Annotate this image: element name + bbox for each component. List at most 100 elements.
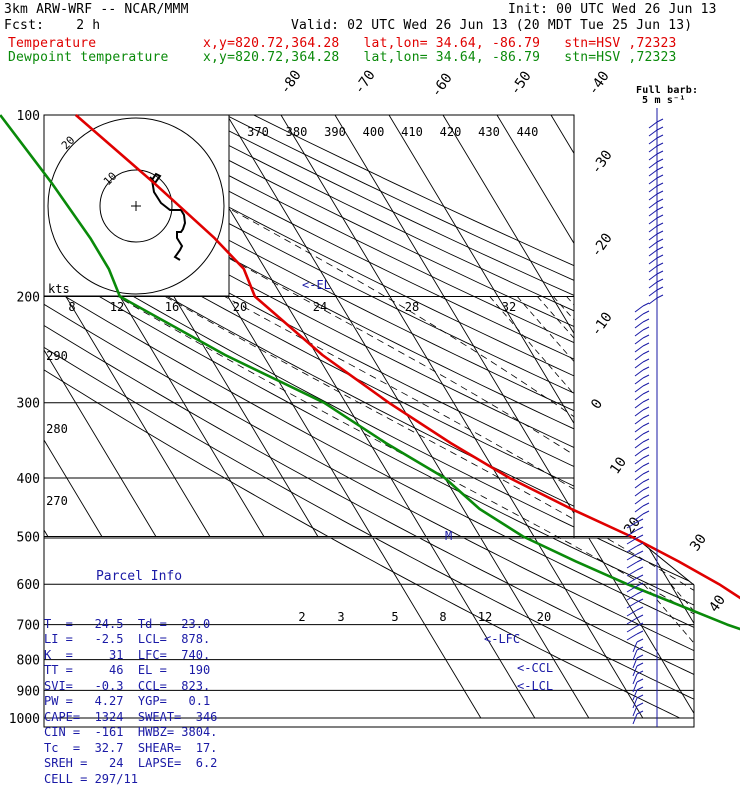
wind-barb [634, 361, 644, 369]
wind-barb [626, 625, 638, 633]
isotherm-label: -80 [277, 67, 305, 97]
isotherm-label: -30 [588, 147, 616, 177]
wind-barb [648, 273, 658, 281]
mixing-ratio-line [537, 296, 574, 339]
parcel-row: CIN = -161 HWBZ= 3804. [44, 725, 218, 739]
parcel-row: TT = 46 EL = 190 [44, 663, 211, 677]
pressure-tick-label: 700 [17, 619, 40, 634]
wind-barb-flag [656, 262, 664, 267]
wind-barb [626, 561, 638, 569]
lower-frame [43, 537, 695, 728]
pressure-tick-label: 600 [17, 578, 40, 593]
parcel-row: K = 31 LFC= 740. [44, 647, 211, 662]
wind-barb-flag [636, 638, 644, 643]
wind-barb [648, 145, 658, 153]
wind-barb [648, 249, 658, 257]
parcel-row: T = 24.5 Td = 23.0 [44, 616, 211, 631]
wind-barb-flag [636, 550, 644, 555]
mixing-ratio-line [670, 583, 694, 719]
dry-adiabat [169, 115, 574, 312]
wind-barb [634, 505, 644, 513]
wind-barb-flag [636, 566, 644, 571]
wind-barb-flag [636, 606, 644, 611]
dry-adiabat [505, 538, 694, 719]
wind-barb [634, 401, 644, 409]
wind-barb [634, 385, 644, 393]
wind-barb-flag [656, 214, 664, 219]
mixing-ratio-label: 20 [233, 300, 247, 314]
wind-barb-flag [642, 302, 650, 307]
theta-label: 400 [363, 125, 385, 139]
wind-barb [648, 233, 658, 241]
wind-barb [634, 497, 644, 505]
dry-adiabat [327, 538, 680, 719]
isotherm [713, 115, 740, 536]
parcel-row: SREH = 24 LAPSE= 6.2 [44, 756, 218, 770]
isotherm-label: 30 [687, 531, 710, 554]
wind-barb [634, 465, 644, 473]
wind-barb-flag [636, 622, 644, 627]
wind-barb-flag [636, 678, 644, 683]
wind-barb-flag [642, 502, 650, 507]
isotherm-label: -10 [588, 309, 616, 339]
wind-barb [632, 649, 638, 661]
theta-label: 390 [324, 125, 346, 139]
wind-barb [632, 673, 638, 685]
wind-barb [626, 633, 638, 641]
wind-barb [632, 713, 638, 725]
wind-barb-flag [642, 438, 650, 443]
pressure-tick-label: 500 [17, 530, 40, 545]
wind-barb-flag [642, 382, 650, 387]
wind-barb-flag [656, 182, 664, 187]
wind-barb-flag [642, 390, 650, 395]
wind-barb-flag [642, 350, 650, 355]
wind-barb [648, 137, 658, 145]
isotherm-label: 10 [607, 454, 630, 477]
wind-barb-flag [642, 398, 650, 403]
wind-barb [634, 417, 644, 425]
moist-adiabat [44, 252, 574, 547]
wind-barb [648, 217, 658, 225]
sounding-profiles [0, 114, 740, 631]
wind-barb-flag [636, 710, 644, 715]
pressure-tick-label: 100 [17, 109, 40, 124]
wind-barb-flag [636, 526, 644, 531]
isotherm-label: 0 [588, 396, 606, 412]
dry-adiabat [85, 115, 574, 360]
valid-time: Valid: 02 UTC Wed 26 Jun 13 (20 MDT Tue … [291, 18, 693, 33]
wind-barb-flag [636, 590, 644, 595]
wind-barb-flag [656, 134, 664, 139]
temperature-profile [74, 114, 740, 600]
dry-adiabat [549, 538, 694, 719]
wind-barb-flag [642, 486, 650, 491]
wind-barb [634, 513, 644, 521]
wind-barb-flag [656, 294, 664, 299]
init-time: Init: 00 UTC Wed 26 Jun 13 [508, 2, 717, 17]
wind-barb [634, 305, 644, 313]
theta-left-label: 270 [46, 494, 68, 508]
mixing-ratio-label: 28 [405, 300, 419, 314]
isotherm [496, 115, 574, 245]
dewpoint-legend: Dewpoint temperature [8, 50, 169, 65]
wind-barb-flag [636, 694, 644, 699]
wind-barb [634, 313, 644, 321]
dewpoint-location: x,y=820.72,364.28 lat,lon= 34.64, -86.79… [203, 50, 677, 65]
level-marker: <-LCL [517, 679, 553, 693]
moist-adiabat [61, 115, 574, 418]
wind-barb [634, 441, 644, 449]
mixing-ratio-label-bottom: 20 [537, 610, 551, 624]
dry-adiabat [57, 115, 574, 377]
wind-barb-flag [656, 246, 664, 251]
level-marker: <-CCL [517, 661, 553, 675]
wind-barb [626, 593, 638, 601]
isotherm-label: -20 [588, 230, 616, 260]
wind-barb [634, 433, 644, 441]
wind-barb [648, 169, 658, 177]
wind-barb-flag [656, 142, 664, 147]
wind-barb [648, 209, 658, 217]
theta-left-label: 280 [46, 422, 68, 436]
isotherm-label: -70 [351, 67, 379, 97]
